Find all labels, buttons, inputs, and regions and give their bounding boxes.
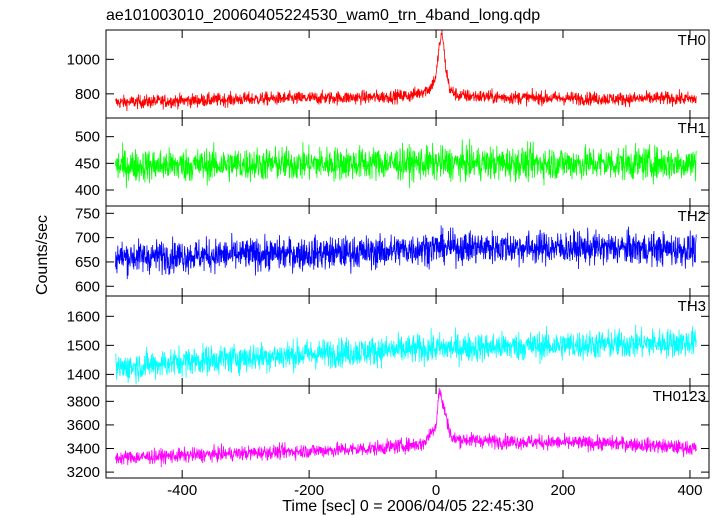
y-tick-label: 3800 (67, 393, 100, 410)
x-tick-label: -400 (167, 482, 197, 499)
y-tick-label: 1500 (67, 337, 100, 354)
series-line-th0 (115, 30, 697, 111)
series-line-th2 (115, 225, 697, 280)
panel-th0123: 3200 3400 3600 3800 TH0123 (67, 385, 710, 481)
panels: 800 1000 TH0 400 450 500 TH1 600 650 700 750 TH2 140… (67, 29, 710, 499)
panel-th1: 400 450 500 TH1 (75, 117, 710, 207)
panel-label: TH3 (678, 298, 706, 315)
chart-title: ae101003010_20060405224530_wam0_trn_4ban… (106, 7, 540, 24)
panel-th0: 800 1000 TH0 (67, 29, 710, 119)
y-tick-label: 600 (75, 278, 100, 295)
series-line-th3 (115, 324, 697, 385)
y-tick-label: 3600 (67, 417, 100, 434)
y-tick-label: 1400 (67, 366, 100, 383)
y-tick-label: 750 (75, 205, 100, 222)
y-tick-label: 1600 (67, 308, 100, 325)
y-tick-label: 1000 (67, 51, 100, 68)
x-tick-label: -200 (294, 482, 324, 499)
series-line-th1 (115, 138, 697, 189)
x-tick-label: 200 (550, 482, 575, 499)
x-axis-label: Time [sec] 0 = 2006/04/05 22:45:30 (282, 498, 534, 515)
y-tick-label: 500 (75, 129, 100, 146)
panel-label: TH1 (678, 120, 706, 137)
y-tick-label: 700 (75, 230, 100, 247)
panel-label: TH0123 (653, 388, 706, 405)
y-tick-label: 800 (75, 86, 100, 103)
panel-th2: 600 650 700 750 TH2 (75, 205, 710, 297)
y-tick-label: 400 (75, 182, 100, 199)
x-tick-label: 0 (432, 482, 440, 499)
y-tick-label: 450 (75, 155, 100, 172)
y-tick-label: 3400 (67, 441, 100, 458)
panel-frame (105, 385, 710, 479)
x-tick-label: 400 (677, 482, 702, 499)
y-tick-label: 650 (75, 254, 100, 271)
panel-th3: 1400 1500 1600 TH3 (67, 295, 710, 387)
series-line-th0123 (115, 387, 697, 468)
panel-label: TH2 (678, 208, 706, 225)
y-axis-label: Counts/sec (34, 215, 51, 295)
panel-label: TH0 (678, 32, 706, 49)
y-tick-label: 3200 (67, 464, 100, 481)
